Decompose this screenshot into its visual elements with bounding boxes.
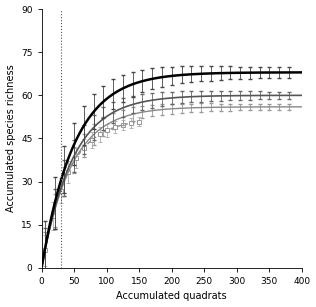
X-axis label: Accumulated quadrats: Accumulated quadrats — [117, 291, 227, 301]
Y-axis label: Accumulated species richness: Accumulated species richness — [6, 64, 15, 212]
